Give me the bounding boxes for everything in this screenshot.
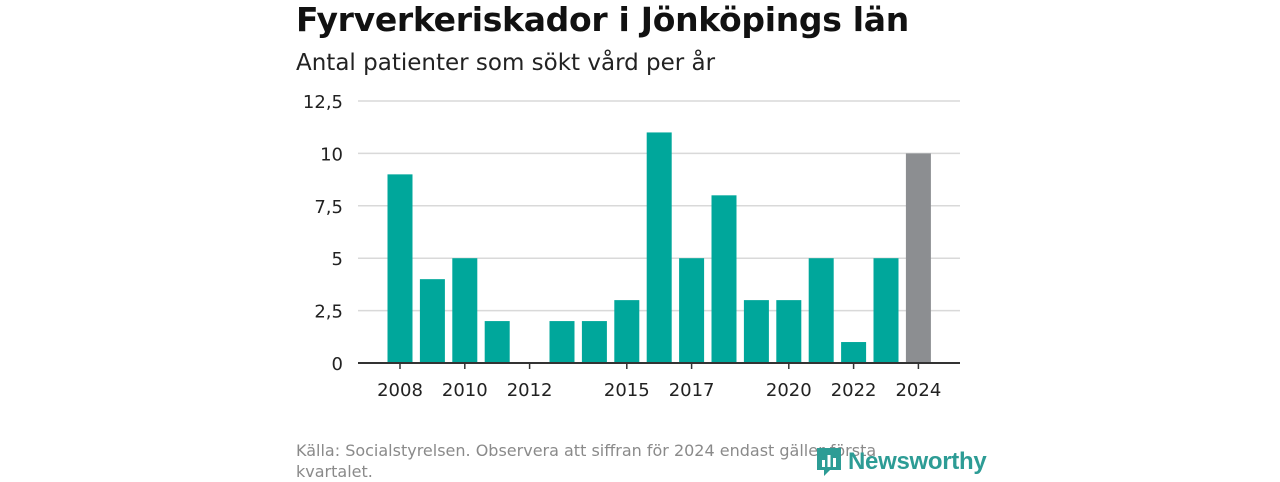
bar xyxy=(614,300,640,363)
chart-subtitle: Antal patienter som sökt vård per år xyxy=(296,50,716,76)
bar xyxy=(711,195,737,363)
x-tick-label: 2017 xyxy=(669,380,715,401)
chart-title: Fyrverkeriskador i Jönköpings län xyxy=(296,0,909,39)
y-tick-label: 7,5 xyxy=(314,197,343,218)
bar xyxy=(679,258,705,363)
bar xyxy=(581,321,607,363)
source-note: Källa: Socialstyrelsen. Observera att si… xyxy=(296,441,877,481)
x-tick-label: 2010 xyxy=(442,380,488,401)
bar xyxy=(905,153,931,363)
bar xyxy=(873,258,899,363)
bar xyxy=(646,132,672,363)
y-tick-label: 12,5 xyxy=(303,92,343,113)
y-tick-label: 2,5 xyxy=(314,302,343,323)
x-tick-label: 2024 xyxy=(895,380,941,401)
bar xyxy=(484,321,510,363)
bar xyxy=(841,342,867,363)
bar xyxy=(808,258,834,363)
bar xyxy=(387,174,413,363)
x-tick-label: 2020 xyxy=(766,380,812,401)
bar xyxy=(549,321,575,363)
newsworthy-logo-icon xyxy=(817,448,841,476)
x-tick-label: 2012 xyxy=(507,380,553,401)
bar xyxy=(743,300,769,363)
bar xyxy=(419,279,445,363)
bar xyxy=(776,300,802,363)
y-tick-label: 10 xyxy=(320,144,343,165)
newsworthy-logo: Newsworthy xyxy=(814,444,987,480)
bar xyxy=(452,258,478,363)
x-tick-label: 2015 xyxy=(604,380,650,401)
logo-text: Newsworthy xyxy=(848,448,987,475)
y-tick-label: 0 xyxy=(332,354,343,375)
y-tick-label: 5 xyxy=(332,249,343,270)
bar-chart: 0 2,5 5 7,5 10 12,5 2008 2010 2012 2015 2017 2020 20… xyxy=(303,92,960,401)
x-tick-label: 2008 xyxy=(377,380,423,401)
x-tick-label: 2022 xyxy=(831,380,877,401)
